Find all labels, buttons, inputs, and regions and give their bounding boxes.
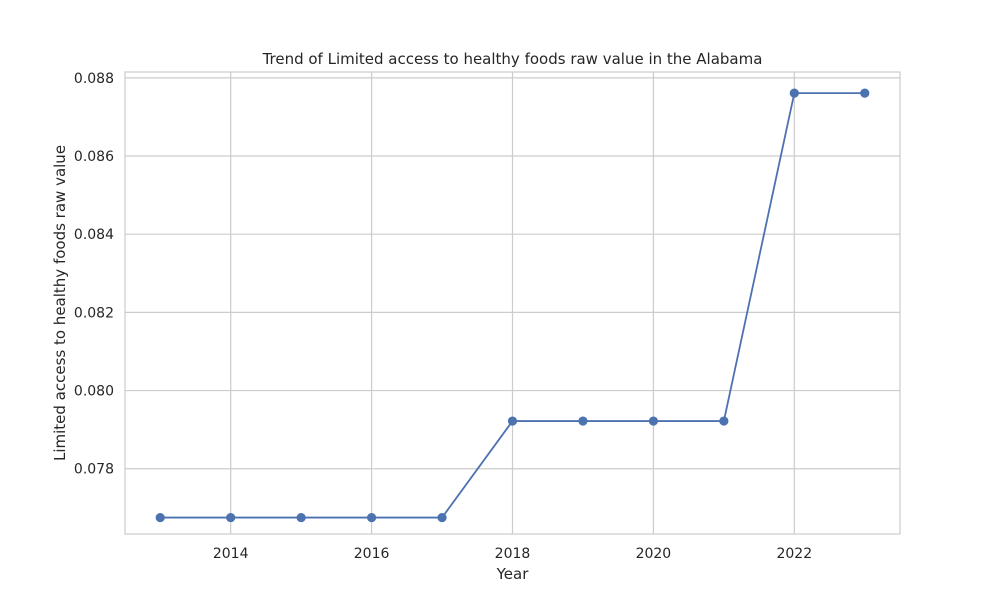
plot-area-frame [124,71,901,535]
y-axis-title: Limited access to healthy foods raw valu… [51,145,69,461]
x-axis-ticks: 2014 2016 2018 2020 2022 [213,546,812,562]
data-point [296,512,306,523]
y-tick-label: 0.088 [74,71,114,87]
x-axis-title: Year [496,565,530,583]
y-tick-label: 0.080 [74,384,114,400]
data-point [719,416,729,426]
data-point [507,416,518,426]
data-point [366,512,377,523]
x-tick-label: 2014 [213,546,249,562]
data-point [437,512,447,523]
x-tick-label: 2016 [354,546,390,562]
y-tick-label: 0.082 [74,305,114,321]
x-tick-label: 2018 [495,546,531,562]
y-axis-ticks: 0.078 0.080 0.082 0.084 0.086 0.088 [74,71,114,478]
data-point [860,88,870,98]
data-point [155,512,165,523]
x-tick-label: 2022 [776,546,812,562]
data-point [578,416,588,426]
y-tick-label: 0.084 [74,227,114,243]
series-layer [155,88,870,523]
x-tick-label: 2020 [636,546,672,562]
y-tick-label: 0.086 [74,149,114,165]
grid [125,72,900,534]
data-point [648,416,659,426]
data-point [789,88,799,98]
data-point [226,512,236,523]
y-tick-label: 0.078 [74,462,114,478]
chart-title: Trend of Limited access to healthy foods… [262,50,763,68]
